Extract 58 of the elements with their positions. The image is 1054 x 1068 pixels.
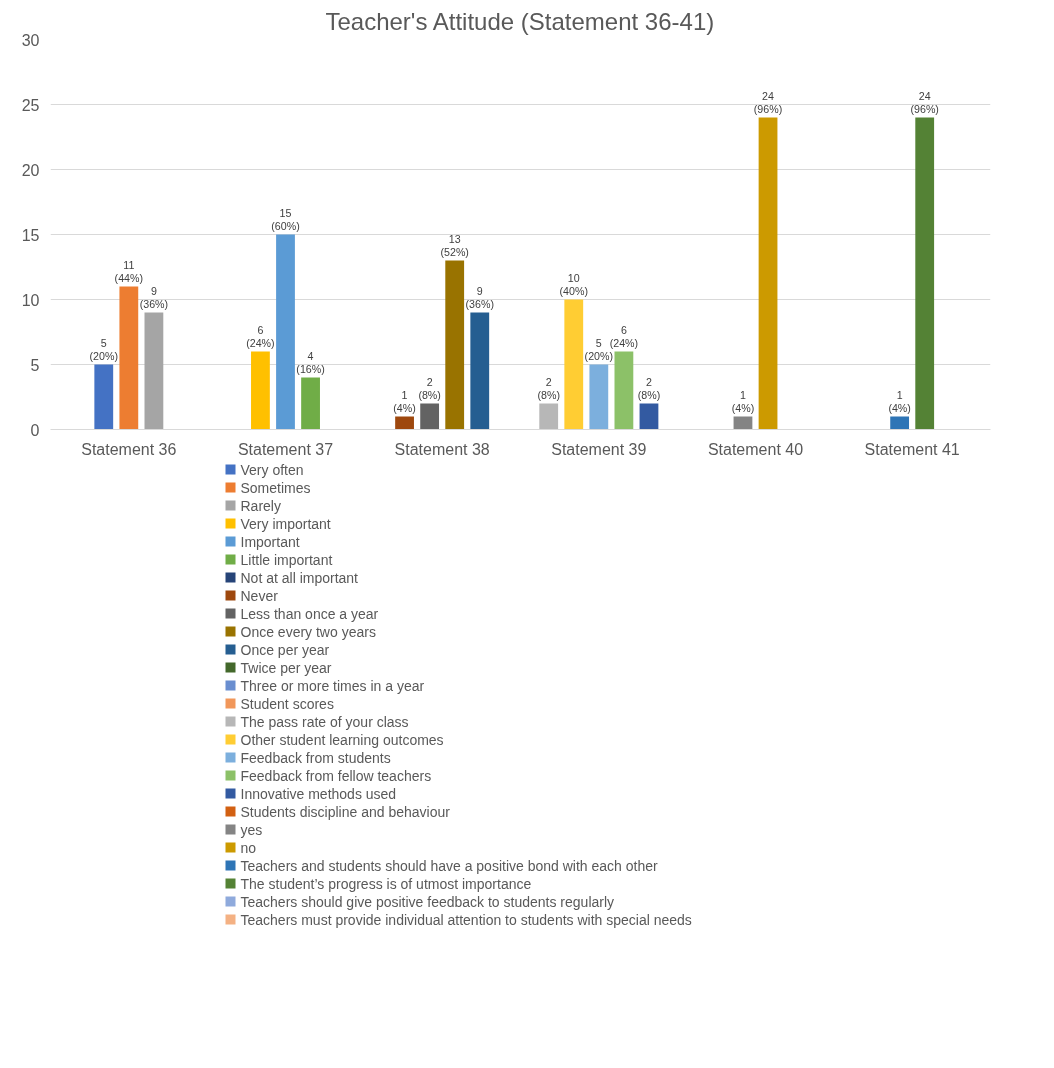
x-tick-label: Statement 41	[864, 440, 960, 458]
legend-label: Little important	[240, 551, 333, 568]
x-tick-label: Statement 40	[707, 440, 804, 458]
x-tick-label: Statement 37	[237, 440, 334, 458]
legend-label: Very often	[240, 461, 304, 478]
legend-label: Teachers must provide individual attention to students with special needs	[240, 911, 692, 928]
data-label: 5 (20%)	[89, 337, 118, 363]
y-tick-label: 30	[21, 31, 40, 49]
legend-label: Teachers should give positive feedback to students regularly	[240, 893, 615, 910]
data-label: 11 (44%)	[114, 259, 144, 285]
data-label: 2 (8%)	[418, 376, 441, 402]
legend-label: Less than once a year	[240, 605, 379, 622]
y-tick-label: 5	[30, 356, 40, 374]
data-label: 24 (96%)	[910, 90, 939, 116]
legend-label: Innovative methods used	[240, 785, 397, 802]
x-tick-label: Statement 38	[394, 440, 490, 458]
legend-label: Not at all important	[240, 569, 359, 586]
data-label: 1 (4%)	[888, 389, 911, 415]
x-tick-label: Statement 39	[551, 440, 647, 458]
legend-label: Once every two years	[240, 623, 376, 640]
legend-label: Teachers and students should have a positive bond with each other	[240, 857, 658, 874]
data-label: 24 (96%)	[753, 90, 783, 116]
data-label: 15 (60%)	[271, 207, 300, 233]
data-label: 9 (36%)	[465, 285, 494, 311]
data-label: 1 (4%)	[731, 389, 755, 415]
chart-title: Teacher's Attitude (Statement 36-41)	[325, 7, 715, 35]
legend-label: The student’s progress is of utmost importance	[240, 875, 532, 892]
legend-label: no	[240, 839, 257, 856]
legend-label: Three or more times in a year	[240, 677, 425, 694]
y-tick-label: 0	[30, 421, 40, 439]
data-label: 2 (8%)	[537, 376, 560, 402]
legend-label: Once per year	[240, 641, 330, 658]
data-label: 10 (40%)	[559, 272, 588, 298]
data-label: 6 (24%)	[246, 324, 275, 350]
data-label: 2 (8%)	[637, 376, 661, 402]
x-tick-label: Statement 36	[81, 440, 177, 458]
data-label: 6 (24%)	[609, 324, 639, 350]
legend-label: Rarely	[240, 497, 281, 514]
legend-label: Twice per year	[240, 659, 332, 676]
legend-label: The pass rate of your class	[240, 713, 409, 730]
legend-label: Very important	[240, 515, 331, 532]
legend-label: Never	[240, 587, 279, 604]
y-tick-label: 15	[21, 226, 40, 244]
data-label: 9 (36%)	[139, 285, 169, 311]
data-label: 1 (4%)	[393, 389, 416, 415]
legend-label: Feedback from fellow teachers	[240, 767, 432, 784]
y-tick-label: 10	[21, 291, 40, 309]
legend-label: yes	[240, 821, 263, 838]
y-tick-label: 20	[21, 161, 40, 179]
legend-label: Feedback from students	[240, 749, 391, 766]
legend-label: Student scores	[240, 695, 334, 712]
legend-label: Sometimes	[240, 479, 311, 496]
data-label: 4 (16%)	[296, 350, 325, 376]
legend-label: Students discipline and behaviour	[240, 803, 451, 820]
y-tick-label: 25	[21, 96, 40, 114]
legend-label: Other student learning outcomes	[240, 731, 444, 748]
legend-label: Important	[240, 533, 300, 550]
data-label: 13 (52%)	[440, 233, 469, 259]
